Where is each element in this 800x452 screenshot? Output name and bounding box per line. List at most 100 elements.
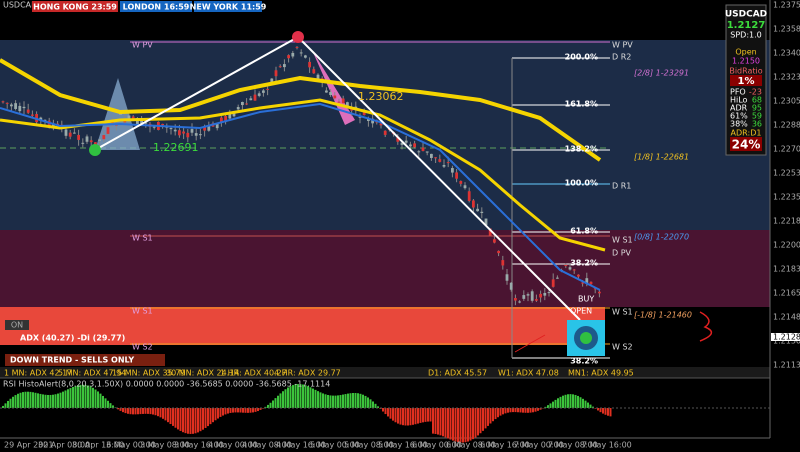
pivot-label: D PV	[612, 249, 632, 258]
histo-bar	[214, 408, 217, 421]
histo-bar	[294, 384, 297, 408]
current-price: 1.2128	[773, 333, 800, 342]
candle	[312, 69, 316, 74]
histo-bar	[517, 408, 519, 413]
histo-bar	[357, 393, 359, 408]
histo-bar	[479, 408, 482, 434]
histo-bar	[2, 405, 4, 408]
histo-bar	[609, 408, 612, 417]
candle	[459, 181, 463, 184]
histo-bar	[404, 408, 407, 426]
histo-bar	[332, 395, 334, 408]
histo-bar	[554, 399, 557, 408]
indicator-label: RSI HistoAlert(8,0.20,3,1.50X) 0.0000 0.…	[3, 380, 330, 389]
histo-bar	[389, 408, 392, 419]
histo-bar	[549, 403, 552, 408]
histo-bar	[604, 408, 607, 415]
candle	[136, 118, 139, 125]
histo-bar	[279, 393, 282, 408]
on-label[interactable]: ON	[11, 321, 23, 330]
histo-bar	[592, 406, 594, 408]
histo-bar	[562, 395, 564, 408]
pivot-label: W PV	[612, 41, 633, 50]
histo-bar	[354, 392, 357, 408]
panel-row-value: 36	[752, 120, 762, 129]
candle	[232, 113, 236, 117]
histo-bar	[462, 408, 464, 443]
histo-bar	[524, 408, 527, 413]
candle	[551, 279, 555, 287]
histo-bar	[82, 384, 84, 408]
candle	[514, 298, 517, 301]
histo-bar	[477, 408, 479, 436]
trend-status: DOWN TREND - SELLS ONLY	[10, 356, 134, 365]
histo-bar	[99, 393, 102, 408]
price-axis-label: 1.22705	[773, 145, 800, 154]
histo-bar	[267, 404, 269, 408]
candle	[446, 162, 450, 164]
histo-bar	[482, 408, 484, 431]
histo-bar	[62, 391, 64, 408]
histo-bar	[97, 391, 99, 408]
histo-bar	[124, 408, 127, 414]
candle	[518, 301, 521, 303]
histo-bar	[519, 408, 522, 413]
histo-bar	[269, 402, 272, 408]
histo-bar	[187, 408, 189, 434]
histo-bar	[412, 408, 414, 425]
pivot-label: W S1	[132, 234, 153, 243]
candle	[85, 136, 89, 142]
pivot-label: W S1	[612, 308, 633, 317]
time-axis-label: 30 Apr 16:00	[72, 441, 124, 450]
fib-label: 61.8%	[570, 227, 598, 236]
panel-row-label: ADR	[730, 104, 748, 113]
histo-bar	[452, 408, 454, 441]
candle	[341, 98, 345, 104]
histo-bar	[394, 408, 397, 423]
candle	[89, 140, 93, 143]
histo-bar	[314, 389, 317, 408]
histo-bar	[204, 408, 207, 428]
annotation-scribble	[699, 311, 713, 342]
time-axis-label: 30 Apr 08:00	[38, 441, 90, 450]
histo-bar	[429, 408, 432, 422]
candle	[270, 78, 274, 83]
histo-bar	[254, 408, 257, 412]
fib-label: 200.0%	[565, 53, 598, 62]
candle	[564, 264, 568, 266]
candle	[291, 52, 295, 57]
candle	[585, 278, 589, 284]
histo-bar	[449, 408, 452, 440]
candle	[236, 107, 240, 110]
time-axis-label: 6 May 08:00	[446, 441, 496, 450]
candle	[404, 140, 408, 143]
histo-bar	[474, 408, 477, 438]
histo-bar	[512, 408, 514, 413]
candle	[589, 281, 593, 285]
adx-item: MN1: ADX 49.95	[568, 369, 634, 378]
histo-bar	[494, 408, 497, 420]
histo-bar	[224, 408, 227, 415]
histo-bar	[359, 393, 362, 408]
price-axis-label: 1.22355	[773, 193, 800, 202]
histo-bar	[317, 391, 319, 408]
panel-row-label: HiLo	[730, 96, 748, 105]
candle	[131, 116, 135, 120]
panel-price: 1.2127	[727, 20, 766, 31]
histo-bar	[402, 408, 404, 426]
histo-bar	[419, 408, 422, 423]
histo-bar	[139, 408, 142, 415]
candle	[81, 142, 85, 144]
histo-bar	[159, 408, 162, 418]
histo-bar	[442, 408, 444, 437]
on-button[interactable]	[5, 320, 29, 330]
pivot-label: W S1	[612, 236, 633, 245]
adx-item: 30 MN: ADX 24.14	[166, 369, 239, 378]
candle	[287, 55, 290, 59]
price-axis-label: 1.22005	[773, 241, 800, 250]
histo-bar	[27, 391, 29, 408]
histo-bar	[202, 408, 204, 430]
histo-bar	[117, 408, 119, 410]
adx-item: 1 HR: ADX 40.27	[220, 369, 287, 378]
histo-bar	[34, 392, 37, 408]
